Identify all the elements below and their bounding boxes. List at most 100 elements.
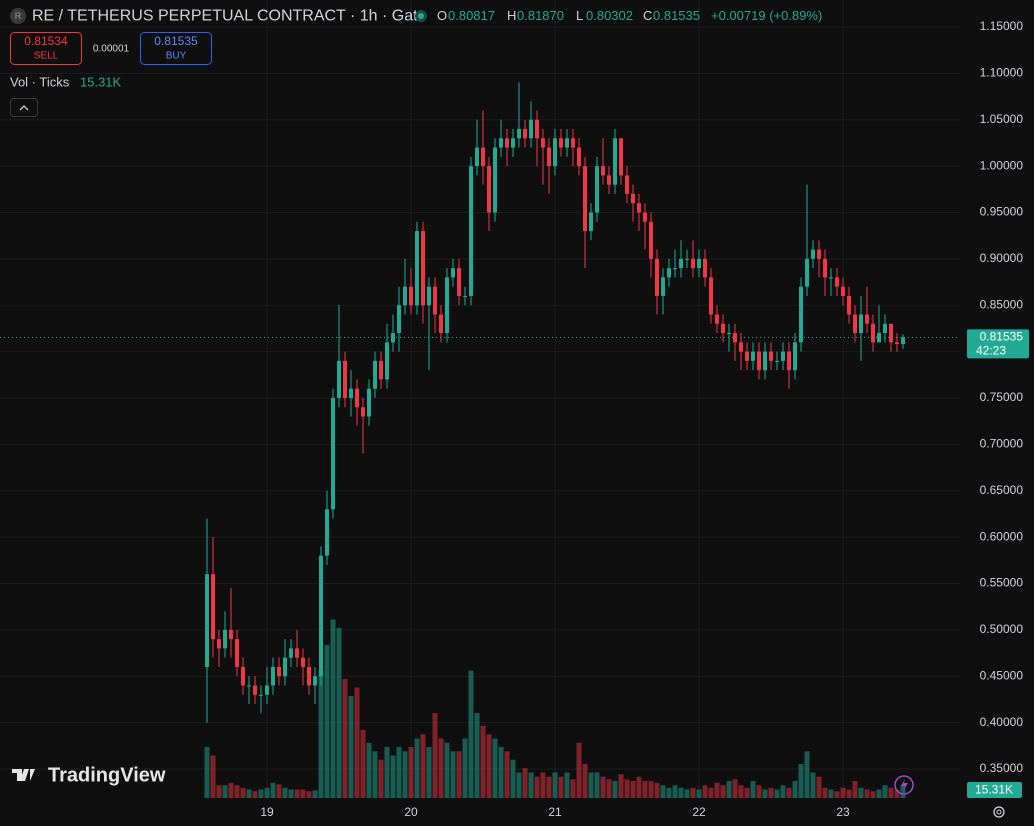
y-tick-label: 1.10000: [980, 66, 1024, 80]
sell-button[interactable]: [10, 32, 82, 65]
candle-body: [727, 333, 731, 335]
y-tick-label: 0.65000: [980, 483, 1024, 497]
y-tick-label: 0.35000: [980, 761, 1024, 775]
volume-bar: [510, 759, 516, 798]
volume-bar: [528, 772, 534, 798]
volume-bar: [426, 747, 432, 798]
volume-bar: [408, 747, 414, 798]
volume-bar: [876, 789, 882, 798]
candle-body: [439, 314, 443, 334]
volume-bar: [210, 755, 216, 798]
volume-bar: [462, 738, 468, 798]
candle-body: [277, 666, 281, 677]
candle-body: [631, 193, 635, 204]
candle-body: [511, 138, 515, 148]
volume-bar: [348, 696, 354, 798]
volume-bar: [498, 747, 504, 798]
volume-bar: [882, 785, 888, 798]
y-tick-label: 0.70000: [980, 437, 1024, 451]
volume-bar: [576, 742, 582, 798]
candle-body: [253, 685, 257, 695]
volume-bar: [588, 772, 594, 798]
symbol-title[interactable]: RE / TETHERUS PERPETUAL CONTRACT · 1h · …: [32, 8, 427, 25]
volume-bar: [666, 787, 672, 798]
candle-body: [343, 360, 347, 398]
settings-center: [996, 809, 1002, 815]
volume-bar: [228, 782, 234, 798]
volume-bar: [552, 772, 558, 798]
volume-bar: [600, 776, 606, 798]
volume-bar: [774, 789, 780, 798]
volume-bar: [888, 787, 894, 798]
volume-bar: [252, 791, 258, 798]
volume-bar: [336, 628, 342, 798]
volume-bar: [324, 645, 330, 798]
candle-body: [613, 138, 617, 185]
candle-body: [649, 221, 653, 259]
y-tick-label: 1.05000: [980, 112, 1024, 126]
candle-body: [607, 175, 611, 185]
candle-body: [373, 360, 377, 389]
candle-body: [421, 231, 425, 306]
volume-bar: [816, 776, 822, 798]
y-tick-label: 0.60000: [980, 529, 1024, 543]
volume-bar: [258, 789, 264, 798]
candle-body: [553, 138, 557, 167]
volume-bar: [450, 751, 456, 798]
buy-price: 0.81535: [154, 34, 198, 48]
volume-bar: [522, 768, 528, 798]
settings-icon[interactable]: [993, 806, 1005, 818]
y-tick-label: 0.45000: [980, 668, 1024, 682]
candle-body: [523, 129, 527, 139]
ohlc-value: 0.80302: [586, 8, 633, 23]
candle-body: [493, 147, 497, 213]
candle-body: [535, 119, 539, 139]
change: +0.00719 (+0.89%): [711, 8, 822, 23]
candle-body: [673, 268, 677, 270]
candle-body: [415, 231, 419, 306]
candle-body: [379, 360, 383, 380]
candle-body: [571, 138, 575, 148]
x-tick-label: 22: [692, 805, 706, 819]
volume-bar: [474, 713, 480, 798]
volume-bar: [690, 787, 696, 798]
volume-bar: [294, 789, 300, 798]
replay-icon[interactable]: [894, 775, 914, 795]
volume-bar: [402, 751, 408, 798]
volume-bar: [486, 734, 492, 798]
candle-body: [787, 351, 791, 371]
indicator-name: Vol · Ticks: [10, 74, 70, 89]
volume-bar: [558, 776, 564, 798]
candle-body: [457, 268, 461, 296]
volume-bar: [432, 713, 438, 798]
y-tick-label: 1.15000: [980, 19, 1024, 33]
symbol-badge: R: [15, 11, 22, 21]
candle-body: [841, 286, 845, 296]
volume-bar: [636, 776, 642, 798]
grid: [0, 0, 960, 798]
volume-bar: [378, 759, 384, 798]
volume-bar: [672, 785, 678, 798]
candle-body: [223, 629, 227, 649]
volume-bar: [444, 742, 450, 798]
candle-body: [499, 138, 503, 148]
collapse-button[interactable]: [10, 98, 38, 117]
volume-bar: [594, 772, 600, 798]
volume-bar: [300, 789, 306, 798]
volume-bar: [414, 738, 420, 798]
volume-bar: [468, 670, 474, 798]
volume-label-box: [967, 782, 1022, 798]
candle-body: [709, 277, 713, 315]
volume-bar: [870, 791, 876, 798]
volume-bar: [840, 787, 846, 798]
candle-body: [475, 147, 479, 167]
candle-body: [751, 351, 755, 361]
volume-bar: [582, 764, 588, 798]
y-tick-label: 0.55000: [980, 576, 1024, 590]
volume-bar: [306, 791, 312, 798]
candle-body: [211, 574, 215, 640]
price-axis: 1.15000 1.10000 1.05000 1.00000 0.95000 0.900…: [0, 19, 1029, 819]
buy-button[interactable]: [140, 32, 212, 65]
volume-bar: [678, 787, 684, 798]
volume-bar: [216, 785, 222, 798]
